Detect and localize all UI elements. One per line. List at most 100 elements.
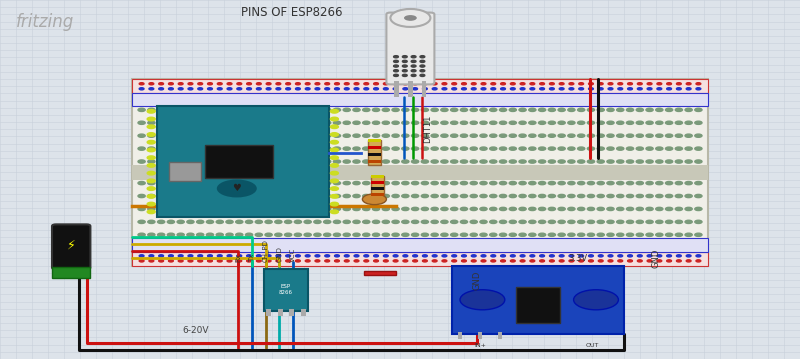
Circle shape: [374, 255, 378, 257]
Circle shape: [178, 83, 183, 85]
Circle shape: [626, 108, 634, 111]
Circle shape: [529, 220, 536, 223]
Circle shape: [548, 121, 555, 125]
Circle shape: [441, 147, 448, 150]
Circle shape: [597, 108, 604, 111]
Circle shape: [343, 121, 350, 125]
Circle shape: [422, 108, 429, 111]
Circle shape: [509, 134, 517, 137]
Circle shape: [607, 108, 614, 111]
Circle shape: [147, 187, 155, 190]
Circle shape: [138, 147, 146, 150]
Circle shape: [538, 147, 546, 150]
Circle shape: [148, 147, 155, 150]
Circle shape: [187, 207, 194, 210]
Circle shape: [149, 88, 154, 90]
Circle shape: [197, 134, 204, 137]
Circle shape: [501, 88, 506, 90]
Circle shape: [394, 74, 398, 76]
Circle shape: [509, 182, 517, 185]
Circle shape: [441, 207, 448, 210]
Circle shape: [330, 133, 338, 136]
Circle shape: [177, 134, 184, 137]
Circle shape: [618, 88, 622, 90]
Circle shape: [197, 220, 204, 223]
Text: 3.3V: 3.3V: [568, 254, 587, 263]
Circle shape: [158, 260, 163, 262]
Circle shape: [325, 88, 330, 90]
Circle shape: [330, 140, 338, 144]
Circle shape: [568, 233, 575, 236]
Circle shape: [509, 220, 517, 223]
Circle shape: [344, 260, 349, 262]
Circle shape: [364, 88, 369, 90]
Circle shape: [226, 207, 233, 210]
Circle shape: [402, 233, 409, 236]
Circle shape: [304, 182, 311, 185]
Circle shape: [666, 108, 673, 111]
Circle shape: [490, 160, 497, 163]
Circle shape: [246, 134, 253, 137]
Circle shape: [530, 83, 534, 85]
Circle shape: [246, 147, 253, 150]
Circle shape: [431, 121, 438, 125]
Circle shape: [216, 134, 223, 137]
Circle shape: [402, 182, 409, 185]
Circle shape: [402, 147, 409, 150]
Circle shape: [315, 255, 320, 257]
Circle shape: [686, 255, 691, 257]
Circle shape: [266, 83, 271, 85]
Circle shape: [382, 233, 390, 236]
Circle shape: [373, 147, 380, 150]
Circle shape: [666, 260, 671, 262]
Circle shape: [276, 255, 281, 257]
Circle shape: [206, 160, 214, 163]
Circle shape: [431, 160, 438, 163]
Circle shape: [491, 255, 496, 257]
Circle shape: [306, 83, 310, 85]
Circle shape: [373, 108, 380, 111]
Circle shape: [608, 88, 613, 90]
Circle shape: [295, 255, 300, 257]
Circle shape: [598, 88, 603, 90]
Circle shape: [285, 182, 292, 185]
Circle shape: [618, 255, 622, 257]
Circle shape: [374, 260, 378, 262]
Circle shape: [675, 220, 682, 223]
Circle shape: [431, 207, 438, 210]
Circle shape: [597, 207, 604, 210]
Circle shape: [490, 233, 497, 236]
Circle shape: [499, 147, 506, 150]
Circle shape: [559, 260, 564, 262]
Circle shape: [255, 147, 262, 150]
Circle shape: [255, 195, 262, 197]
Circle shape: [685, 134, 692, 137]
Circle shape: [618, 83, 622, 85]
Circle shape: [257, 83, 262, 85]
Circle shape: [206, 147, 214, 150]
Circle shape: [646, 207, 653, 210]
Circle shape: [578, 260, 583, 262]
Circle shape: [646, 160, 653, 163]
Circle shape: [353, 207, 360, 210]
Circle shape: [422, 160, 429, 163]
Circle shape: [354, 83, 359, 85]
Circle shape: [441, 233, 448, 236]
Circle shape: [499, 182, 506, 185]
Circle shape: [167, 195, 174, 197]
Circle shape: [617, 160, 624, 163]
Circle shape: [237, 83, 242, 85]
Circle shape: [226, 121, 233, 125]
Circle shape: [218, 255, 222, 257]
FancyBboxPatch shape: [386, 13, 434, 84]
Circle shape: [147, 109, 155, 113]
Circle shape: [480, 182, 487, 185]
Text: fritzing: fritzing: [16, 13, 74, 31]
Circle shape: [636, 182, 643, 185]
Circle shape: [323, 160, 331, 163]
Circle shape: [187, 134, 194, 137]
Circle shape: [578, 134, 585, 137]
Circle shape: [607, 160, 614, 163]
Circle shape: [383, 255, 388, 257]
Circle shape: [589, 88, 594, 90]
